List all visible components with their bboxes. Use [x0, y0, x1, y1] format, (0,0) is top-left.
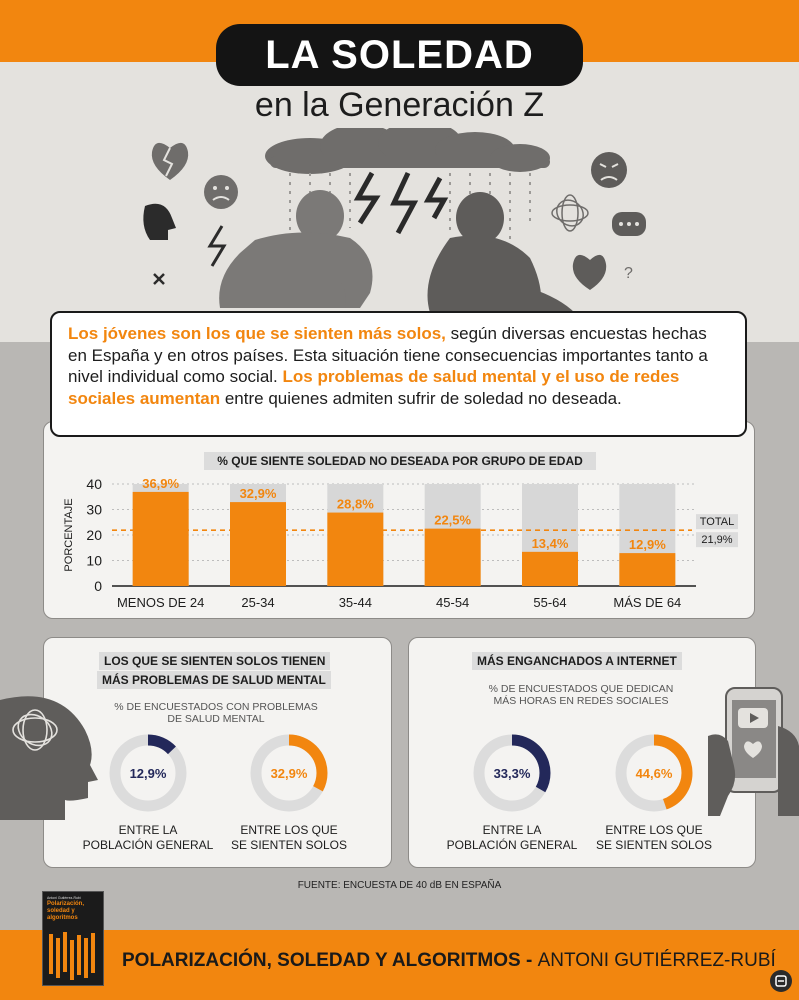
question-icon: ?	[624, 265, 633, 282]
sad-face-icon	[204, 175, 238, 209]
broken-heart-icon	[151, 142, 189, 180]
donut-segment	[473, 734, 551, 812]
bar	[619, 553, 676, 586]
chart-title: % QUE SIENTE SOLEDAD NO DESEADA POR GRUP…	[217, 454, 583, 468]
bar	[132, 491, 189, 586]
page-title: LA SOLEDAD	[216, 24, 583, 86]
donut-label: ENTRE LOS QUE	[605, 823, 702, 837]
donut-segment	[615, 734, 693, 812]
translate-button[interactable]	[770, 970, 792, 992]
x-tick-label: 25-34	[241, 595, 274, 610]
x-tick-label: MENOS DE 24	[117, 595, 204, 610]
lightning-icon	[207, 225, 227, 267]
page-subtitle: en la Generación Z	[254, 86, 545, 124]
donut-label: ENTRE LA	[119, 823, 178, 837]
donut-label: SE SIENTEN SOLOS	[231, 838, 347, 852]
bar-chart: % QUE SIENTE SOLEDAD NO DESEADA POR GRUP…	[63, 452, 738, 610]
footer-credit: POLARIZACIÓN, SOLEDAD Y ALGORITMOS - ANT…	[122, 950, 776, 972]
total-value-bg	[696, 532, 738, 548]
donut-label: POBLACIÓN GENERAL	[83, 837, 214, 852]
x-tick-label: 35-44	[339, 595, 372, 610]
speech-bubble-icon	[612, 212, 646, 236]
donut-label: POBLACIÓN GENERAL	[447, 837, 578, 852]
total-value-label: 21,9%	[701, 534, 732, 546]
translate-icon	[775, 975, 787, 987]
y-tick-label: 10	[86, 553, 102, 569]
sad-person-left	[219, 190, 373, 308]
intro-text-1: según diversas encuestas hechas en Españ…	[68, 324, 708, 386]
heart-icon	[744, 741, 762, 758]
intro-text-2: entre quienes admiten sufrir de soledad …	[220, 388, 622, 408]
screaming-head-icon	[143, 203, 176, 240]
video-icon	[738, 708, 768, 728]
illustration: ?	[143, 128, 646, 313]
book-cover: Antoni Gutiérrez-Rubí Polarización, sole…	[42, 891, 104, 986]
donut-label: ENTRE LA	[483, 823, 542, 837]
smartphone-icon	[708, 687, 799, 816]
intro-highlight-1: Los jóvenes son los que se sienten más s…	[68, 324, 446, 343]
donut-segment	[109, 734, 187, 812]
y-tick-label: 20	[86, 527, 102, 543]
crowd-icon	[49, 932, 95, 980]
panel-title-line2: MÁS PROBLEMAS DE SALUD MENTAL	[97, 671, 331, 689]
angry-face-icon	[591, 152, 627, 188]
donut-value-label: 44,6%	[636, 766, 673, 781]
x-tick-label: MÁS DE 64	[613, 595, 681, 610]
head-tangle-icon	[0, 696, 98, 820]
x-tick-label: 45-54	[436, 595, 469, 610]
donut-segment	[250, 734, 328, 812]
bar	[424, 528, 481, 586]
total-label-bg	[696, 514, 738, 530]
source-note: FUENTE: ENCUESTA DE 40 dB EN ESPAÑA	[297, 880, 502, 891]
bar-value-label: 36,9%	[142, 476, 179, 491]
panel-note: % DE ENCUESTADOS CON PROBLEMAS DE SALUD …	[114, 701, 318, 725]
total-label: TOTAL	[700, 516, 734, 528]
sad-person-right	[427, 192, 575, 313]
book-author: Antoni Gutiérrez-Rubí	[47, 896, 81, 900]
x-icon	[153, 273, 165, 285]
panel-note: % DE ENCUESTADOS QUE DEDICAN MÁS HORAS E…	[488, 683, 674, 707]
intro-text-box: Los jóvenes son los que se sienten más s…	[50, 311, 747, 437]
bar-value-label: 28,8%	[337, 497, 374, 512]
mental-health-panel: LOS QUE SE SIENTEN SOLOS TIENEN MÁS PROB…	[43, 637, 392, 868]
donut-value-label: 32,9%	[271, 766, 308, 781]
bar-value-label: 12,9%	[629, 537, 666, 552]
bar-value-label: 13,4%	[532, 536, 569, 551]
bar-value-label: 32,9%	[240, 486, 277, 501]
chart-title-bg	[204, 452, 596, 470]
book-title: Polarización, soledad y algoritmos	[47, 901, 85, 921]
bar	[327, 512, 384, 586]
donut-label: SE SIENTEN SOLOS	[596, 838, 712, 852]
bar-value-label: 22,5%	[434, 513, 471, 528]
x-tick-label: 55-64	[533, 595, 566, 610]
bar	[522, 551, 578, 586]
y-tick-label: 0	[94, 578, 102, 594]
donut-value-label: 12,9%	[130, 766, 167, 781]
y-axis-label: PORCENTAJE	[63, 498, 75, 571]
internet-panel: MÁS ENGANCHADOS A INTERNET % DE ENCUESTA…	[408, 637, 756, 868]
lightning-icon	[353, 171, 449, 235]
bar	[230, 502, 286, 586]
panel-title: MÁS ENGANCHADOS A INTERNET	[472, 652, 682, 670]
footer-author: ANTONI GUTIÉRREZ-RUBÍ	[537, 950, 776, 971]
donut-value-label: 33,3%	[494, 766, 531, 781]
footer-book-title: POLARIZACIÓN, SOLEDAD Y ALGORITMOS -	[122, 950, 538, 971]
broken-heart-icon	[572, 254, 607, 290]
tangle-icon	[551, 194, 589, 232]
y-tick-label: 40	[86, 476, 102, 492]
y-tick-label: 30	[86, 502, 102, 518]
bottom-band	[0, 930, 799, 1000]
intro-highlight-2: Los problemas de salud mental y el uso d…	[68, 367, 680, 408]
storm-cloud-icon	[265, 128, 550, 174]
panel-title-line1: LOS QUE SE SIENTEN SOLOS TIENEN	[99, 652, 331, 670]
bar-chart-panel: % QUE SIENTE SOLEDAD NO DESEADA POR GRUP…	[43, 421, 755, 619]
donut-label: ENTRE LOS QUE	[240, 823, 337, 837]
